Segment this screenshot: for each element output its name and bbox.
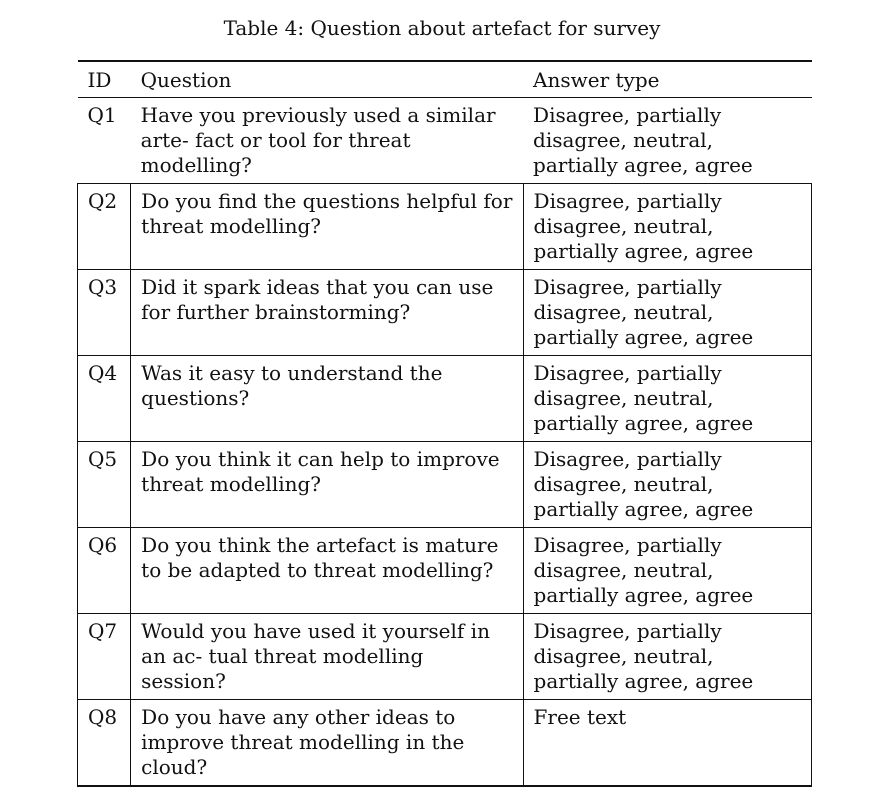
row-question: Do you think the artefact is mature to b… — [130, 527, 524, 613]
table-row: Q4 Was it easy to understand the questio… — [76, 355, 813, 441]
row-id: Q7 — [76, 613, 132, 699]
survey-table: ID Question Answer type Q1 Have you prev… — [76, 60, 813, 787]
table-row: Q1 Have you previously used a similar ar… — [77, 97, 812, 183]
row-id: Q2 — [76, 183, 132, 269]
row-answer-type: Free text — [522, 699, 813, 786]
table-caption: Table 4: Question about artefact for sur… — [223, 16, 661, 40]
table-row: Q6 Do you think the artefact is mature t… — [76, 527, 813, 613]
row-answer-type: Disagree, partially disagree, neutral, p… — [522, 355, 813, 441]
header-answer-type: Answer type — [523, 60, 812, 98]
row-id: Q1 — [87, 102, 117, 127]
row-question: Was it easy to understand the questions? — [130, 355, 524, 441]
header-question: Question — [130, 60, 524, 98]
row-answer-type: Disagree, partially disagree, neutral, p… — [522, 269, 813, 355]
row-id: Q6 — [76, 527, 132, 613]
table-row: Q5 Do you think it can help to improve t… — [76, 441, 813, 527]
row-question: Do you have any other ideas to improve t… — [130, 699, 524, 786]
header-id: ID — [77, 60, 131, 98]
row-answer-type: Disagree, partially disagree, neutral, p… — [522, 527, 813, 613]
row-answer-type: Disagree, partially disagree, neutral, p… — [533, 102, 753, 177]
table-row: Q3 Did it spark ideas that you can use f… — [76, 269, 813, 355]
row-id: Q3 — [76, 269, 132, 355]
table-row: Q8 Do you have any other ideas to improv… — [76, 699, 813, 786]
row-id: Q8 — [76, 699, 132, 786]
row-question: Would you have used it yourself in an ac… — [130, 613, 524, 699]
table-header-row: ID Question Answer type — [77, 60, 812, 98]
table-row: Q7 Would you have used it yourself in an… — [76, 613, 813, 699]
row-answer-type: Disagree, partially disagree, neutral, p… — [522, 183, 813, 269]
row-question: Did it spark ideas that you can use for … — [130, 269, 524, 355]
row-question: Have you previously used a similar arte-… — [140, 102, 496, 177]
table-row: Q2 Do you find the questions helpful for… — [76, 183, 813, 269]
row-answer-type: Disagree, partially disagree, neutral, p… — [522, 441, 813, 527]
row-id: Q5 — [76, 441, 132, 527]
row-question: Do you find the questions helpful for th… — [130, 183, 524, 269]
row-question: Do you think it can help to improve thre… — [130, 441, 524, 527]
row-id: Q4 — [76, 355, 132, 441]
row-answer-type: Disagree, partially disagree, neutral, p… — [522, 613, 813, 699]
